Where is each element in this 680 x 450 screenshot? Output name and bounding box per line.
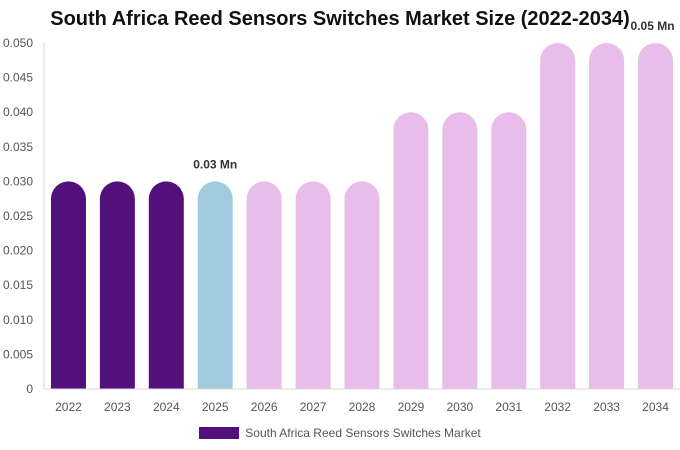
y-tick-label: 0.040 [3, 105, 33, 119]
y-tick-label: 0.045 [3, 71, 33, 85]
y-tick-label: 0.010 [3, 313, 33, 327]
bar-2027 [295, 181, 331, 389]
chart-title: South Africa Reed Sensors Switches Marke… [50, 8, 630, 30]
bar-2024 [148, 181, 184, 389]
x-tick-label: 2024 [153, 400, 180, 414]
x-tick-label: 2025 [202, 400, 229, 414]
bar-2033 [589, 43, 625, 389]
y-tick-label: 0.050 [3, 36, 33, 50]
x-tick-label: 2034 [642, 400, 669, 414]
bar-2023 [99, 181, 135, 389]
x-tick-label: 2027 [300, 400, 327, 414]
y-tick-label: 0.015 [3, 278, 33, 292]
data-labels: 0.03 Mn 0.05 Mn [193, 19, 674, 171]
bars [50, 43, 674, 389]
bar-2030 [442, 112, 478, 389]
y-tick-label: 0.025 [3, 209, 33, 223]
y-tick-label: 0.030 [3, 174, 33, 188]
data-label-2025: 0.03 Mn [193, 157, 237, 171]
x-axis: 2022 2023 2024 2025 2026 2027 2028 2029 2030 2031… [44, 388, 680, 414]
bar-2034 [638, 43, 674, 389]
legend-swatch [199, 427, 240, 439]
x-tick-label: 2022 [55, 400, 82, 414]
bar-2022 [50, 181, 86, 389]
data-label-2034: 0.05 Mn [631, 19, 675, 33]
bar-2026 [246, 181, 282, 389]
legend-label: South Africa Reed Sensors Switches Marke… [245, 426, 481, 440]
x-tick-label: 2023 [104, 400, 131, 414]
legend: South Africa Reed Sensors Switches Marke… [0, 426, 680, 440]
y-tick-label: 0 [26, 382, 33, 396]
y-axis: 0 0.005 0.010 0.015 0.020 0.025 0.030 0.035 0.04… [3, 36, 45, 396]
bar-2031 [491, 112, 527, 389]
bar-2032 [540, 43, 576, 389]
y-tick-label: 0.005 [3, 347, 33, 361]
x-tick-label: 2028 [349, 400, 376, 414]
y-tick-label: 0.035 [3, 140, 33, 154]
x-tick-label: 2032 [544, 400, 571, 414]
x-tick-label: 2026 [251, 400, 278, 414]
bar-2025 [197, 181, 233, 389]
x-tick-label: 2033 [593, 400, 620, 414]
x-tick-label: 2031 [495, 400, 522, 414]
x-tick-label: 2029 [398, 400, 425, 414]
bar-2029 [393, 112, 429, 389]
y-tick-label: 0.020 [3, 244, 33, 258]
x-tick-label: 2030 [446, 400, 473, 414]
bar-2028 [344, 181, 380, 389]
